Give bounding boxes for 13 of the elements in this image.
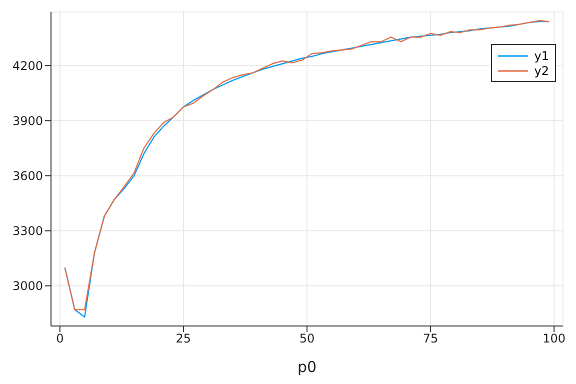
y-tick-label: 3900 — [12, 114, 43, 128]
y-tick-label: 4200 — [12, 58, 43, 73]
x-tick-label: 50 — [299, 332, 315, 346]
x-tick-label: 100 — [542, 332, 566, 346]
x-tick-label: 25 — [176, 332, 192, 346]
x-tick-label: 75 — [422, 332, 438, 346]
y-tick-label: 3600 — [12, 168, 43, 183]
y-tick-label: 3300 — [12, 224, 43, 238]
x-axis-title: p0 — [297, 358, 317, 376]
x-tick-label: 0 — [56, 332, 64, 346]
legend-label: y1 — [534, 48, 549, 62]
y-tick-label: 3000 — [12, 279, 43, 294]
legend-label: y2 — [534, 64, 549, 78]
